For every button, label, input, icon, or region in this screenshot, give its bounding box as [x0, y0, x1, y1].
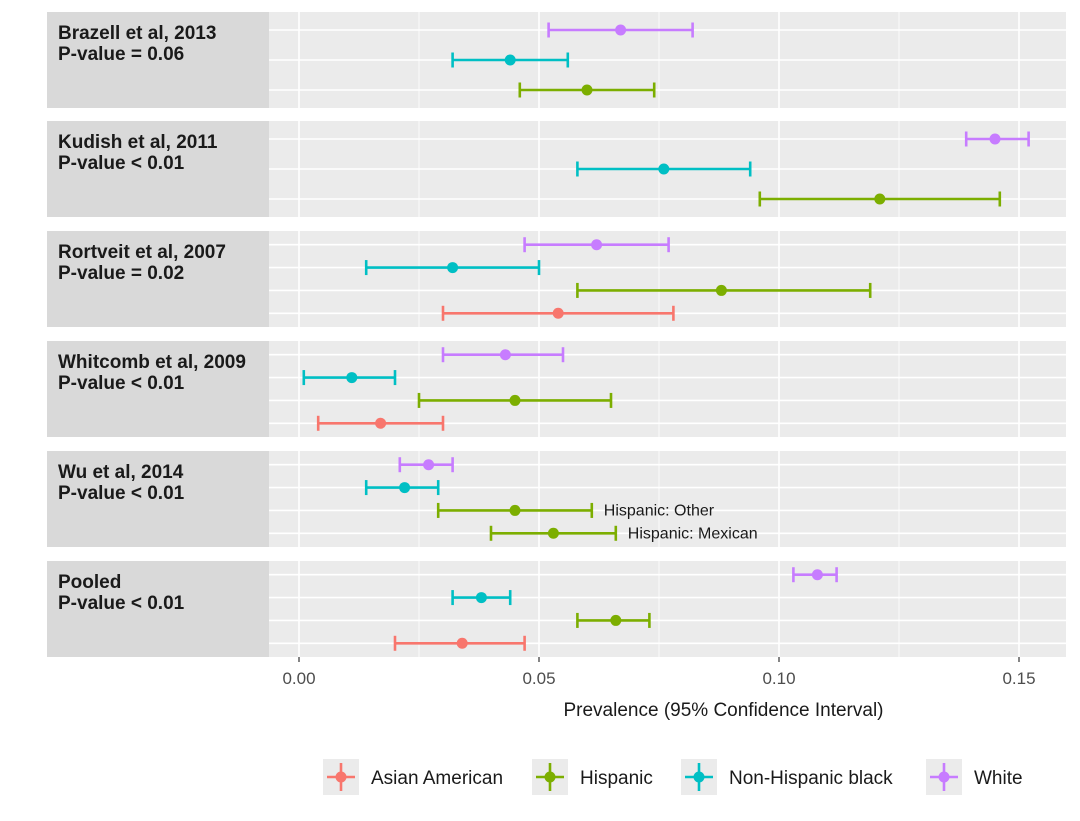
data-point: [364, 260, 541, 276]
facet-pvalue: P-value < 0.01: [58, 593, 185, 614]
point-estimate: [591, 239, 603, 251]
facet-pvalue: P-value = 0.06: [58, 44, 184, 65]
point-estimate: [811, 569, 823, 581]
x-tick-label: 0.00: [282, 669, 315, 688]
point-estimate: [447, 262, 459, 274]
legend-item: Non-Hispanic black: [681, 759, 893, 795]
data-point: [518, 82, 656, 98]
data-point: [393, 635, 526, 651]
point-estimate: [475, 592, 487, 604]
point-estimate: [581, 84, 593, 96]
facet-title: Rortveit et al, 2007: [58, 242, 226, 263]
point-estimate: [989, 133, 1001, 145]
legend-label: Asian American: [371, 768, 503, 789]
facet-pvalue: P-value < 0.01: [58, 373, 185, 394]
data-point: [316, 415, 445, 431]
point-annotation: Hispanic: Other: [604, 502, 715, 519]
legend-item: Asian American: [323, 759, 503, 795]
data-point: [523, 237, 670, 253]
point-annotation: Hispanic: Mexican: [628, 525, 758, 542]
facet-strip: [47, 341, 269, 437]
data-point: [547, 22, 694, 38]
facet-strip: [47, 12, 269, 108]
legend-key-point: [693, 771, 705, 783]
facet-strip: [47, 121, 269, 217]
facet-title: Whitcomb et al, 2009: [58, 352, 246, 373]
x-axis: 0.00 0.05 0.10 0.15: [282, 657, 1036, 688]
facet-title: Kudish et al, 2011: [58, 132, 218, 153]
x-tick-label: 0.10: [762, 669, 795, 688]
facet-title: Brazell et al, 2013: [58, 23, 216, 44]
point-estimate: [499, 349, 511, 361]
data-point: [302, 370, 397, 386]
data-point: Hispanic: Mexican: [489, 525, 758, 542]
facet-pvalue: P-value < 0.01: [58, 153, 185, 174]
legend-key-point: [544, 771, 556, 783]
x-axis-title: Prevalence (95% Confidence Interval): [563, 700, 883, 721]
point-estimate: [552, 307, 564, 319]
point-estimate: [615, 24, 627, 36]
legend-label: Hispanic: [580, 768, 653, 789]
point-estimate: [509, 504, 521, 516]
data-point: [441, 347, 565, 363]
point-estimate: [874, 193, 886, 205]
data-point: [417, 392, 613, 408]
legend-label: Non-Hispanic black: [729, 768, 893, 789]
data-point: [364, 480, 440, 496]
facet-title: Pooled: [58, 572, 121, 593]
point-estimate: [375, 417, 387, 429]
point-estimate: [399, 482, 411, 494]
facet-strip: [47, 561, 269, 657]
point-estimate: [610, 614, 622, 626]
legend-key-point: [335, 771, 347, 783]
point-estimate: [509, 394, 521, 406]
facet-strip: [47, 231, 269, 327]
point-estimate: [547, 527, 559, 539]
facet-strip: [47, 451, 269, 547]
facet-pvalue: P-value < 0.01: [58, 483, 185, 504]
data-point: [576, 282, 872, 298]
legend-label: White: [974, 768, 1023, 789]
data-point: [792, 567, 838, 583]
data-point: [576, 161, 752, 177]
point-estimate: [504, 54, 516, 66]
data-point: Hispanic: Other: [436, 502, 715, 519]
data-point: [441, 305, 675, 321]
legend-key-point: [938, 771, 950, 783]
legend-item: White: [926, 759, 1023, 795]
x-tick-label: 0.15: [1002, 669, 1035, 688]
legend: Asian American Hispanic Non-Hispanic black…: [323, 759, 1023, 795]
legend-item: Hispanic: [532, 759, 653, 795]
data-point: [451, 52, 570, 68]
data-point: [451, 590, 512, 606]
point-estimate: [346, 372, 358, 384]
facet-title: Wu et al, 2014: [58, 462, 184, 483]
data-point: [398, 457, 454, 473]
point-estimate: [715, 284, 727, 296]
point-estimate: [658, 163, 670, 175]
data-point: [576, 612, 651, 628]
x-tick-label: 0.05: [522, 669, 555, 688]
data-point: [758, 191, 1002, 207]
facet-pvalue: P-value = 0.02: [58, 263, 184, 284]
point-estimate: [423, 459, 435, 471]
data-point: [964, 131, 1030, 147]
point-estimate: [456, 637, 468, 649]
